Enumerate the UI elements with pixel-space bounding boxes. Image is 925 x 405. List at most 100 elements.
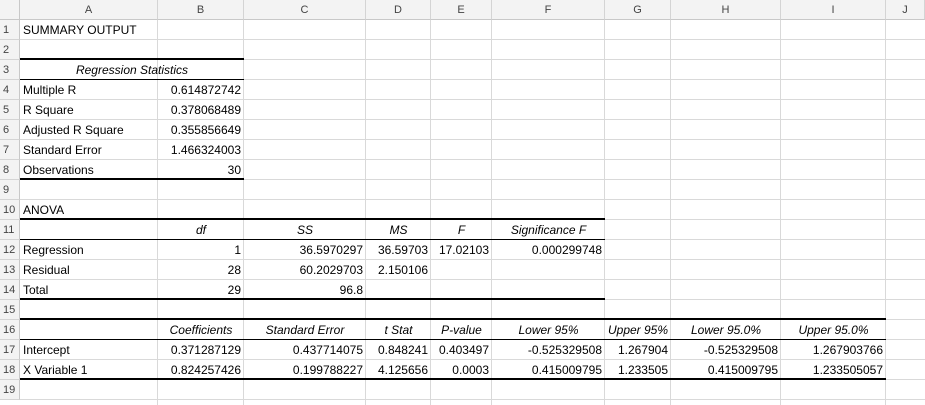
coef-cell[interactable]: -0.525329508 [703,343,778,357]
stat-label[interactable]: Observations [23,163,94,177]
coef-header-standard-error[interactable]: Standard Error [265,323,345,337]
anova-cell-df[interactable]: 29 [227,283,241,297]
gridline [604,20,605,405]
row-header-4[interactable]: 4 [0,80,20,100]
stat-value[interactable]: 1.466324003 [170,143,241,157]
coef-header-p-value[interactable]: P-value [441,323,482,337]
coef-cell[interactable]: 1.233505057 [812,363,883,377]
row-header-12[interactable]: 12 [0,240,20,260]
anova-row-label[interactable]: Total [23,283,49,297]
coef-row-label[interactable]: Intercept [23,343,70,357]
summary-output-title[interactable]: SUMMARY OUTPUT [23,23,137,37]
column-header-f[interactable]: F [492,0,605,20]
row-header-14[interactable]: 14 [0,280,20,300]
anova-row-label[interactable]: Regression [23,243,84,257]
row-header-7[interactable]: 7 [0,140,20,160]
anova-header-ms[interactable]: MS [389,223,408,237]
coef-cell[interactable]: 1.267903766 [812,343,883,357]
row-header-17[interactable]: 17 [0,340,20,360]
stat-label[interactable]: Adjusted R Square [23,123,124,137]
row-header-3[interactable]: 3 [0,60,20,80]
anova-header-rule [20,239,605,240]
gridline [20,79,925,80]
row-header-2[interactable]: 2 [0,40,20,60]
stat-label[interactable]: R Square [23,103,74,117]
coef-cell[interactable]: 0.415009795 [707,363,778,377]
row-header-10[interactable]: 10 [0,200,20,220]
anova-cell-ss[interactable]: 36.5970297 [299,243,363,257]
coef-cell[interactable]: 0.848241 [377,343,428,357]
column-header-e[interactable]: E [431,0,492,20]
stat-value[interactable]: 30 [227,163,241,177]
coef-cell[interactable]: 0.403497 [438,343,489,357]
anova-cell-ms[interactable]: 36.59703 [377,243,428,257]
stat-value[interactable]: 0.355856649 [170,123,241,137]
coefficients-bottom-rule [20,378,886,380]
column-header-b[interactable]: B [158,0,244,20]
coef-header-upper-95[interactable]: Upper 95% [607,323,669,337]
coef-cell[interactable]: 1.233505 [617,363,668,377]
row-header-16[interactable]: 16 [0,320,20,340]
anova-cell-ms[interactable]: 2.150106 [377,263,428,277]
column-header-a[interactable]: A [20,0,158,20]
row-header-15[interactable]: 15 [0,300,20,320]
coef-cell[interactable]: 0.199788227 [292,363,363,377]
column-header-d[interactable]: D [366,0,431,20]
coef-cell[interactable]: -0.525329508 [527,343,602,357]
coef-cell[interactable]: 0.415009795 [531,363,602,377]
column-header-j[interactable]: J [886,0,925,20]
column-header-c[interactable]: C [244,0,366,20]
coef-row-label[interactable]: X Variable 1 [23,363,88,377]
gridline [491,20,492,405]
coef-cell[interactable]: 0.371287129 [170,343,241,357]
gridline [20,179,925,180]
anova-row-label[interactable]: Residual [23,263,70,277]
coef-cell[interactable]: 0.437714075 [292,343,363,357]
regression-stats-bottom-rule [20,178,244,180]
row-header-6[interactable]: 6 [0,120,20,140]
row-header-9[interactable]: 9 [0,180,20,200]
anova-title[interactable]: ANOVA [23,203,65,217]
regression-stats-header-rule [20,79,244,80]
anova-cell-df[interactable]: 28 [227,263,241,277]
anova-cell-ss[interactable]: 60.2029703 [299,263,363,277]
row-header-8[interactable]: 8 [0,160,20,180]
anova-header-ss[interactable]: SS [296,223,313,237]
anova-header-significance-f[interactable]: Significance F [510,223,587,237]
gridline [20,279,925,280]
stat-label[interactable]: Multiple R [23,83,77,97]
stat-label[interactable]: Standard Error [23,143,102,157]
row-header-5[interactable]: 5 [0,100,20,120]
anova-cell-f[interactable]: 17.02103 [438,243,489,257]
anova-cell-significance-f[interactable]: 0.000299748 [531,243,602,257]
row-header-19[interactable]: 19 [0,380,20,400]
coef-header-coefficients[interactable]: Coefficients [169,323,233,337]
gridline [20,59,925,60]
coef-header-upper-95-0[interactable]: Upper 95.0% [798,323,869,337]
coef-cell[interactable]: 0.0003 [452,363,489,377]
anova-header-f[interactable]: F [457,223,466,237]
coef-header-lower-95[interactable]: Lower 95% [518,323,579,337]
coef-header-t-stat[interactable]: t Stat [384,323,413,337]
column-header-i[interactable]: I [781,0,886,20]
coef-header-lower-95-0[interactable]: Lower 95.0% [690,323,762,337]
coef-cell[interactable]: 0.824257426 [170,363,241,377]
row-header-1[interactable]: 1 [0,20,20,40]
row-header-11[interactable]: 11 [0,220,20,240]
anova-header-df[interactable]: df [195,223,206,237]
column-header-h[interactable]: H [671,0,781,20]
row-header-13[interactable]: 13 [0,260,20,280]
column-header-g[interactable]: G [605,0,671,20]
select-all-corner[interactable] [0,0,20,20]
regression-statistics-heading[interactable]: Regression Statistics [75,63,189,77]
stat-value[interactable]: 0.378068489 [170,103,241,117]
gridline [780,20,781,405]
stat-value[interactable]: 0.614872742 [170,83,241,97]
anova-cell-ss[interactable]: 96.8 [339,283,363,297]
coef-cell[interactable]: 1.267904 [617,343,668,357]
row-header-18[interactable]: 18 [0,360,20,380]
coef-cell[interactable]: 4.125656 [377,363,428,377]
anova-cell-df[interactable]: 1 [234,243,241,257]
gridline [885,20,886,405]
